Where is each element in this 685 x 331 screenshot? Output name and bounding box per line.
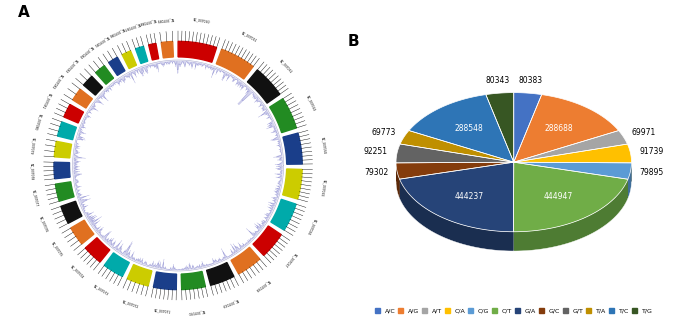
Text: NC_037087: NC_037087: [123, 21, 141, 30]
Polygon shape: [514, 95, 619, 162]
Polygon shape: [216, 49, 253, 79]
Polygon shape: [396, 163, 399, 198]
Polygon shape: [514, 162, 632, 182]
Text: NC_037080: NC_037080: [34, 113, 42, 131]
Text: NC_037085: NC_037085: [92, 34, 110, 47]
Polygon shape: [514, 162, 628, 199]
Polygon shape: [54, 162, 70, 179]
Polygon shape: [61, 201, 82, 223]
Polygon shape: [270, 99, 297, 133]
Text: 79302: 79302: [364, 168, 388, 177]
Polygon shape: [122, 51, 136, 69]
Polygon shape: [399, 179, 514, 251]
Text: NC_037066: NC_037066: [306, 218, 317, 236]
Text: 91739: 91739: [639, 147, 664, 156]
Text: NC_037071: NC_037071: [153, 308, 171, 314]
Polygon shape: [283, 133, 302, 164]
Text: NC_037076: NC_037076: [38, 215, 49, 233]
Polygon shape: [149, 43, 159, 60]
Polygon shape: [514, 179, 628, 251]
Polygon shape: [58, 122, 77, 140]
Polygon shape: [231, 247, 260, 274]
Polygon shape: [247, 70, 279, 103]
Polygon shape: [96, 66, 114, 84]
Text: 69971: 69971: [632, 128, 656, 137]
Polygon shape: [486, 93, 514, 162]
Polygon shape: [514, 130, 627, 162]
Text: NC_037078: NC_037078: [29, 163, 34, 180]
Polygon shape: [399, 162, 514, 198]
Text: NC_037067: NC_037067: [284, 252, 297, 268]
Text: B: B: [348, 34, 360, 49]
Text: 69773: 69773: [372, 128, 397, 137]
Legend: A/C, A/G, A/T, C/A, C/G, C/T, G/A, G/C, G/T, T/A, T/C, T/G: A/C, A/G, A/T, C/A, C/G, C/T, G/A, G/C, …: [375, 307, 653, 314]
Polygon shape: [54, 141, 71, 158]
Polygon shape: [71, 220, 94, 244]
Polygon shape: [207, 262, 234, 285]
Text: 92251: 92251: [364, 147, 388, 156]
Polygon shape: [514, 162, 632, 182]
Text: 444947: 444947: [544, 192, 573, 201]
Text: NC_037081: NC_037081: [40, 92, 52, 109]
Text: NC_037079: NC_037079: [29, 137, 36, 155]
Text: NC_037083: NC_037083: [64, 57, 78, 73]
Text: 288688: 288688: [545, 124, 573, 133]
Polygon shape: [399, 162, 514, 198]
Text: NC_037075: NC_037075: [51, 241, 64, 258]
Polygon shape: [64, 105, 84, 123]
Text: NC_037077: NC_037077: [31, 189, 38, 207]
Text: NC_037061: NC_037061: [240, 31, 258, 43]
Polygon shape: [136, 46, 148, 64]
Polygon shape: [514, 93, 542, 162]
Polygon shape: [178, 41, 216, 62]
Text: NC_037070: NC_037070: [188, 308, 206, 314]
Polygon shape: [514, 162, 632, 179]
Polygon shape: [127, 264, 152, 286]
Polygon shape: [514, 162, 628, 232]
Text: NC_037069: NC_037069: [222, 298, 240, 307]
Polygon shape: [73, 89, 92, 108]
Text: 444237: 444237: [454, 192, 484, 201]
Text: NC_037072: NC_037072: [121, 300, 139, 309]
Polygon shape: [84, 76, 103, 95]
Text: NC_037062: NC_037062: [279, 58, 293, 74]
Polygon shape: [396, 144, 514, 163]
Polygon shape: [104, 253, 129, 276]
Text: A: A: [18, 5, 29, 20]
Text: NC_037086: NC_037086: [108, 26, 125, 37]
Text: 80343: 80343: [485, 76, 509, 85]
Polygon shape: [55, 182, 74, 201]
Text: NC_037084: NC_037084: [77, 44, 94, 58]
Polygon shape: [400, 130, 514, 162]
Polygon shape: [399, 162, 514, 232]
Polygon shape: [253, 226, 282, 256]
Text: 80383: 80383: [519, 76, 543, 85]
Polygon shape: [628, 163, 632, 199]
Text: NC_037060: NC_037060: [192, 17, 210, 24]
Polygon shape: [409, 95, 514, 162]
Polygon shape: [161, 41, 173, 58]
Polygon shape: [514, 144, 632, 163]
Text: NC_037089: NC_037089: [156, 17, 174, 22]
Polygon shape: [153, 272, 177, 290]
Polygon shape: [396, 162, 514, 182]
Text: NC_037082: NC_037082: [51, 73, 64, 90]
Polygon shape: [283, 169, 302, 199]
Polygon shape: [271, 199, 296, 230]
Text: NC_037088: NC_037088: [138, 18, 156, 25]
Text: NC_037064: NC_037064: [321, 136, 327, 154]
Text: NC_037065: NC_037065: [320, 179, 327, 197]
Polygon shape: [109, 57, 125, 75]
Polygon shape: [86, 238, 110, 262]
Polygon shape: [396, 162, 514, 179]
Text: 288548: 288548: [454, 124, 483, 133]
Text: NC_037073: NC_037073: [92, 284, 110, 297]
Text: NC_037068: NC_037068: [254, 279, 271, 292]
Polygon shape: [182, 271, 206, 290]
Polygon shape: [514, 162, 628, 199]
Text: 79895: 79895: [639, 168, 664, 177]
Text: NC_037063: NC_037063: [306, 95, 316, 112]
Polygon shape: [396, 162, 514, 182]
Text: NC_037074: NC_037074: [69, 264, 84, 279]
